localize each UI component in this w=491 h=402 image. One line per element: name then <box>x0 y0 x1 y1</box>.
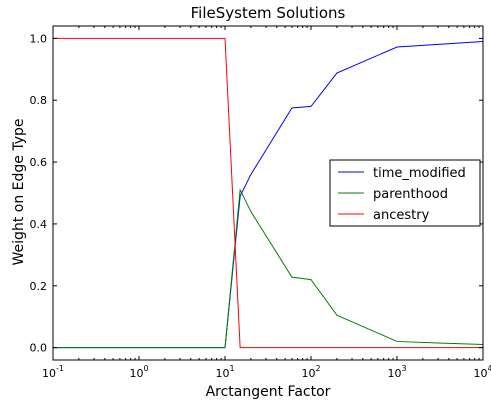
y-tick-label: 0.8 <box>30 94 48 107</box>
x-axis-title: Arctangent Factor <box>206 384 331 400</box>
legend: time_modified parenthood ancestry <box>329 159 481 227</box>
series-line-ancestry <box>53 37 483 349</box>
x-tick-label: 101 <box>215 364 234 380</box>
plot-lines <box>53 37 484 349</box>
legend-label: time_modified <box>373 166 466 181</box>
x-tick-label: 10-1 <box>42 364 64 380</box>
y-axis-title: Weight on Edge Type <box>11 119 27 266</box>
x-axis: 10-1 100 101 102 103 104 <box>42 26 491 380</box>
x-tick-label: 104 <box>473 364 491 380</box>
y-tick-label: 0.4 <box>30 218 48 231</box>
y-axis: 0.0 0.2 0.4 0.6 0.8 1.0 <box>30 32 483 355</box>
y-tick-label: 0.0 <box>30 342 48 355</box>
x-tick-label: 102 <box>301 364 320 380</box>
chart-title: FileSystem Solutions <box>191 4 346 22</box>
x-tick-label: 103 <box>387 364 406 380</box>
legend-label: ancestry <box>373 208 430 223</box>
series-line-parenthood <box>53 188 484 349</box>
y-tick-label: 0.2 <box>30 280 48 293</box>
plot-frame <box>52 25 484 361</box>
y-tick-label: 1.0 <box>30 32 48 45</box>
x-tick-label: 100 <box>129 364 148 380</box>
legend-label: parenthood <box>373 187 448 202</box>
y-tick-label: 0.6 <box>30 156 48 169</box>
